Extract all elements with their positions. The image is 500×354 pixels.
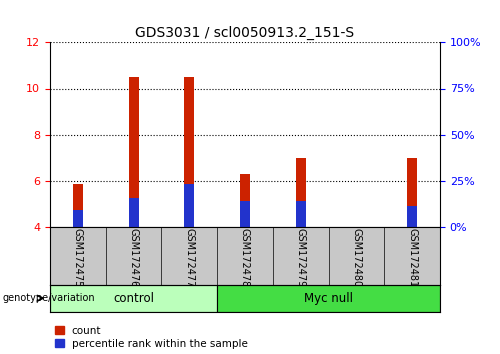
Bar [73,184,83,227]
Bar [184,77,194,227]
Legend: count, percentile rank within the sample: count, percentile rank within the sample [55,326,248,349]
Bar [217,285,440,312]
Text: genotype/variation: genotype/variation [2,293,95,303]
Text: GSM172479: GSM172479 [296,228,306,287]
Bar [296,158,306,227]
Bar [50,285,217,312]
Text: GSM172477: GSM172477 [184,228,194,288]
Text: GSM172476: GSM172476 [128,228,138,287]
Text: GSM172478: GSM172478 [240,228,250,287]
Text: Myc null: Myc null [304,292,353,305]
Bar [240,174,250,227]
Text: GSM172475: GSM172475 [73,228,83,288]
Bar [73,210,83,227]
Bar [184,184,194,227]
Bar [240,201,250,227]
Text: control: control [113,292,154,305]
Text: GSM172480: GSM172480 [352,228,362,287]
Bar [407,206,417,227]
Text: GSM172481: GSM172481 [407,228,417,287]
Bar [407,158,417,227]
Title: GDS3031 / scl0050913.2_151-S: GDS3031 / scl0050913.2_151-S [136,26,354,40]
Bar [296,201,306,227]
Bar [128,77,138,227]
Bar [128,198,138,227]
